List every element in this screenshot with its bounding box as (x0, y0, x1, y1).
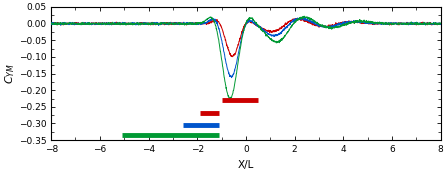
Y-axis label: $C_{YM}$: $C_{YM}$ (4, 63, 17, 84)
X-axis label: X/L: X/L (238, 160, 254, 170)
